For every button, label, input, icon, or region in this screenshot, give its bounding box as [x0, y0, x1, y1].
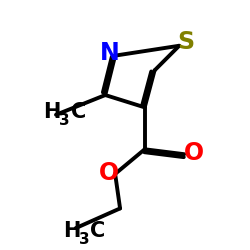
Text: H: H — [44, 102, 61, 122]
Text: O: O — [184, 141, 204, 165]
Text: O: O — [99, 161, 119, 185]
Text: C: C — [71, 102, 86, 122]
Text: 3: 3 — [59, 114, 70, 128]
Text: S: S — [177, 30, 194, 54]
Text: H: H — [63, 220, 81, 240]
Text: C: C — [90, 220, 106, 240]
Text: N: N — [100, 41, 120, 65]
Text: 3: 3 — [79, 232, 90, 247]
